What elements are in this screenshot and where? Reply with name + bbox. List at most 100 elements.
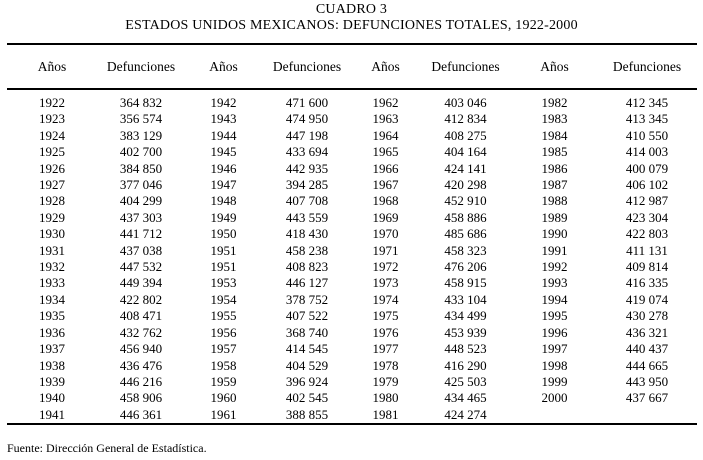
defunciones-cell: 447 198 <box>285 127 329 143</box>
year-cell: 1964 <box>372 127 399 143</box>
year-cell: 1938 <box>39 357 65 373</box>
year-cell: 1966 <box>372 160 399 176</box>
table-row: 1923 356 574 1943 474 950 1963 412 834 1983 413… <box>7 111 697 127</box>
defunciones-cell: 436 476 <box>119 357 163 373</box>
year-cell: 1948 <box>210 193 237 209</box>
header-row: Años Defunciones Años Defunciones Años Defunc… <box>7 44 697 89</box>
year-cell: 1959 <box>210 373 237 389</box>
defunciones-cell: 422 802 <box>119 291 163 307</box>
defunciones-cell: 420 298 <box>444 177 487 193</box>
defunciones-cell: 453 939 <box>444 324 487 340</box>
year-cell: 1925 <box>39 144 65 160</box>
table-row: 1937 456 940 1957 414 545 1977 448 523 1997 440… <box>7 341 697 357</box>
year-cell: 1990 <box>541 226 568 242</box>
defunciones-cell: 437 303 <box>119 209 163 225</box>
table-row: 1932 447 532 1951 408 823 1972 476 206 1992 409… <box>7 259 697 275</box>
defunciones-cell: 383 129 <box>119 127 163 143</box>
defunciones-cell: 396 924 <box>285 373 329 389</box>
year-cell: 1977 <box>372 341 399 357</box>
table-header: Años Defunciones Años Defunciones Años Defunc… <box>7 44 697 89</box>
defunciones-cell: 418 430 <box>285 226 329 242</box>
year-cell: 1982 <box>541 95 568 110</box>
year-cell: 1973 <box>372 275 399 291</box>
defunciones-cell: 458 238 <box>285 242 329 258</box>
defunciones-cell: 384 850 <box>119 160 163 176</box>
defunciones-cell: 432 762 <box>119 324 163 340</box>
column-header: Defunciones <box>612 58 682 74</box>
year-cell: 1958 <box>210 357 237 373</box>
defunciones-cell: 408 471 <box>119 308 163 324</box>
defunciones-cell: 446 361 <box>119 406 163 422</box>
year-cell: 1981 <box>372 406 399 422</box>
defunciones-cell: 446 127 <box>285 275 329 291</box>
year-cell: 1949 <box>210 209 237 225</box>
year-cell: 1993 <box>541 275 568 291</box>
year-cell: 1967 <box>372 177 399 193</box>
year-cell: 1971 <box>372 242 399 258</box>
year-cell: 1960 <box>210 390 237 406</box>
defunciones-cell: 408 275 <box>444 127 487 143</box>
year-cell: 1928 <box>39 193 65 209</box>
defunciones-cell: 430 278 <box>625 308 669 324</box>
defunciones-cell: 458 323 <box>444 242 487 258</box>
defunciones-cell: 410 550 <box>625 127 669 143</box>
year-cell <box>512 407 597 424</box>
year-cell: 1956 <box>210 324 237 340</box>
year-cell: 1983 <box>541 111 568 127</box>
defunciones-cell: 403 046 <box>444 95 487 110</box>
year-cell: 1929 <box>39 209 65 225</box>
year-cell: 1951 <box>210 259 237 275</box>
defunciones-cell: 408 823 <box>285 259 329 275</box>
defunciones-cell: 434 499 <box>444 308 487 324</box>
year-cell: 1951 <box>210 242 237 258</box>
year-cell: 1974 <box>372 291 399 307</box>
table-body: 1922 364 832 1942 471 600 1962 403 046 1982 412… <box>7 89 697 424</box>
defunciones-cell: 414 545 <box>285 341 329 357</box>
year-cell: 1945 <box>210 144 237 160</box>
defunciones-cell: 444 665 <box>625 357 669 373</box>
defunciones-cell: 412 834 <box>444 111 487 127</box>
defunciones-cell: 394 285 <box>285 177 329 193</box>
defunciones-cell: 452 910 <box>444 193 487 209</box>
table-row: 1926 384 850 1946 442 935 1966 424 141 1986 400… <box>7 161 697 177</box>
year-cell: 1987 <box>541 177 568 193</box>
year-cell: 1978 <box>372 357 399 373</box>
defunciones-cell: 446 216 <box>119 373 163 389</box>
table-row: 1922 364 832 1942 471 600 1962 403 046 1982 412… <box>7 89 697 111</box>
year-cell: 1992 <box>541 259 568 275</box>
defunciones-cell: 424 141 <box>444 160 487 176</box>
defunciones-cell: 402 700 <box>119 144 163 160</box>
defunciones-cell: 388 855 <box>285 406 329 422</box>
table-subtitle: ESTADOS UNIDOS MEXICANOS: DEFUNCIONES TO… <box>125 18 578 33</box>
defunciones-cell: 414 003 <box>625 144 669 160</box>
column-header: Años <box>540 58 569 74</box>
year-cell: 1962 <box>372 95 399 110</box>
table-row: 1940 458 906 1960 402 545 1980 434 465 2000 437… <box>7 390 697 406</box>
defunciones-cell: 434 465 <box>444 390 487 406</box>
defunciones-cell: 406 102 <box>625 177 669 193</box>
defunciones-cell: 404 299 <box>119 193 163 209</box>
defunciones-cell: 433 694 <box>285 144 329 160</box>
defunciones-cell: 423 304 <box>625 209 669 225</box>
year-cell: 1986 <box>541 160 568 176</box>
table-row: 1938 436 476 1958 404 529 1978 416 290 1998 444… <box>7 358 697 374</box>
defunciones-cell: 419 074 <box>625 291 669 307</box>
table-row: 1925 402 700 1945 433 694 1965 404 164 1985 414… <box>7 144 697 160</box>
defunciones-cell: 433 104 <box>444 291 487 307</box>
year-cell: 1996 <box>541 324 568 340</box>
year-cell: 1950 <box>210 226 237 242</box>
year-cell: 1988 <box>541 193 568 209</box>
source-note: Fuente: Dirección General de Estadística… <box>7 441 207 455</box>
year-cell: 1976 <box>372 324 399 340</box>
year-cell: 1943 <box>210 111 237 127</box>
table-row: 1930 441 712 1950 418 430 1970 485 686 1990 422… <box>7 226 697 242</box>
defunciones-cell: 476 206 <box>444 259 487 275</box>
year-cell: 1926 <box>39 160 65 176</box>
column-header: Defunciones <box>272 58 342 74</box>
defunciones-cell: 416 335 <box>625 275 669 291</box>
year-cell: 1989 <box>541 209 568 225</box>
year-cell: 1935 <box>39 308 65 324</box>
defunciones-cell: 404 164 <box>444 144 487 160</box>
year-cell: 1963 <box>372 111 399 127</box>
year-cell: 1954 <box>210 291 237 307</box>
